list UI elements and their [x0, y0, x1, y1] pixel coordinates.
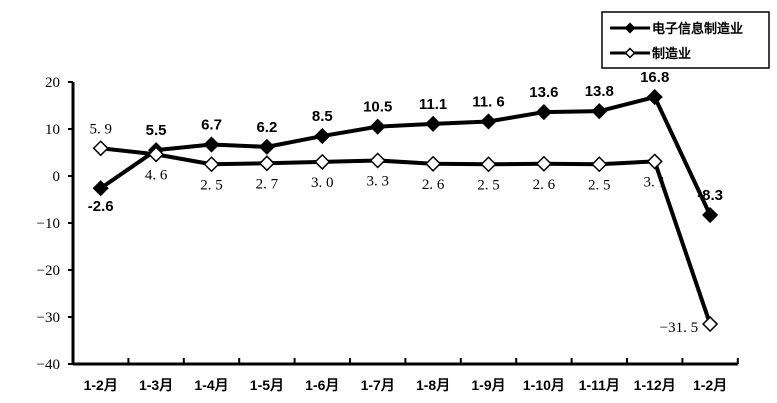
x-tick-label: 1-5月: [250, 377, 284, 393]
y-tick-label: −10: [37, 216, 60, 232]
data-label: 5. 9: [89, 121, 112, 137]
data-label: 16.8: [640, 69, 669, 86]
y-tick-label: −20: [37, 263, 60, 279]
x-tick-label: 1-10月: [523, 377, 565, 393]
x-tick-label: 1-7月: [361, 377, 395, 393]
legend: [601, 11, 770, 69]
data-label: 3. 0: [311, 175, 334, 191]
data-label: 11. 6: [472, 93, 505, 110]
data-label: 4. 6: [145, 167, 168, 183]
data-label: 2. 7: [256, 176, 279, 192]
marker-manufacturing: [702, 315, 719, 333]
data-label: 3. 3: [366, 173, 389, 189]
x-tick-label: 1-6月: [305, 377, 339, 393]
marker-manufacturing: [591, 156, 608, 173]
series-line-manufacturing: [100, 146, 712, 325]
marker-manufacturing: [314, 153, 331, 170]
marker-manufacturing: [92, 140, 109, 157]
data-label: -2.6: [88, 198, 114, 215]
series-line-electronics: [99, 95, 712, 216]
data-label: 2. 6: [533, 177, 556, 193]
marker-manufacturing: [480, 156, 497, 173]
data-label: 11.1: [419, 96, 447, 113]
legend-label: 电子信息制造业: [652, 21, 743, 37]
x-tick-label: 1-9月: [471, 377, 505, 393]
y-tick-label: −40: [37, 357, 60, 373]
marker-manufacturing: [258, 155, 275, 172]
marker-manufacturing: [646, 153, 663, 170]
x-tick-label: 1-3月: [139, 377, 173, 393]
x-tick-label: 1-4月: [194, 377, 228, 393]
data-label: 3. 1: [643, 174, 666, 190]
data-label: 13.8: [585, 83, 614, 100]
data-label: 13.6: [529, 84, 558, 101]
marker-electronics: [258, 138, 275, 155]
marker-manufacturing: [425, 155, 442, 172]
marker-manufacturing: [535, 155, 552, 172]
legend-marker-icon: [624, 47, 636, 59]
data-label: 2. 5: [588, 177, 611, 193]
data-label: 5.5: [146, 122, 167, 139]
legend-marker-icon: [624, 22, 636, 34]
x-tick-label: 1-2月: [693, 377, 727, 393]
legend-label: 制造业: [652, 46, 691, 62]
marker-electronics: [203, 136, 220, 153]
marker-manufacturing: [148, 146, 165, 163]
marker-electronics: [369, 118, 386, 135]
marker-electronics: [314, 127, 331, 145]
marker-electronics: [591, 103, 608, 120]
marker-electronics: [535, 104, 552, 121]
marker-manufacturing: [369, 152, 386, 169]
data-label: -8.3: [697, 187, 723, 204]
data-label: 10.5: [363, 99, 392, 116]
marker-manufacturing: [203, 156, 220, 173]
x-tick-label: 1-2月: [84, 377, 118, 393]
x-tick-label: 1-11月: [579, 377, 620, 393]
data-label: −31. 5: [660, 320, 698, 336]
marker-electronics: [92, 180, 109, 197]
y-tick-label: 20: [45, 75, 60, 91]
marker-electronics: [646, 88, 663, 106]
marker-electronics: [702, 206, 719, 224]
y-tick-label: 10: [45, 122, 60, 138]
data-label: 6.7: [201, 117, 222, 134]
data-label: 2. 5: [477, 177, 500, 193]
marker-electronics: [480, 113, 497, 130]
data-label: 6.2: [256, 119, 277, 136]
data-label: 8.5: [312, 108, 333, 125]
data-label: 2. 5: [200, 177, 223, 193]
data-label: 2. 6: [422, 177, 445, 193]
x-tick-label: 1-12月: [634, 377, 676, 393]
y-tick-label: 0: [53, 169, 61, 185]
y-tick-label: −30: [37, 310, 60, 326]
marker-electronics: [425, 115, 442, 132]
x-tick-label: 1-8月: [416, 377, 450, 393]
